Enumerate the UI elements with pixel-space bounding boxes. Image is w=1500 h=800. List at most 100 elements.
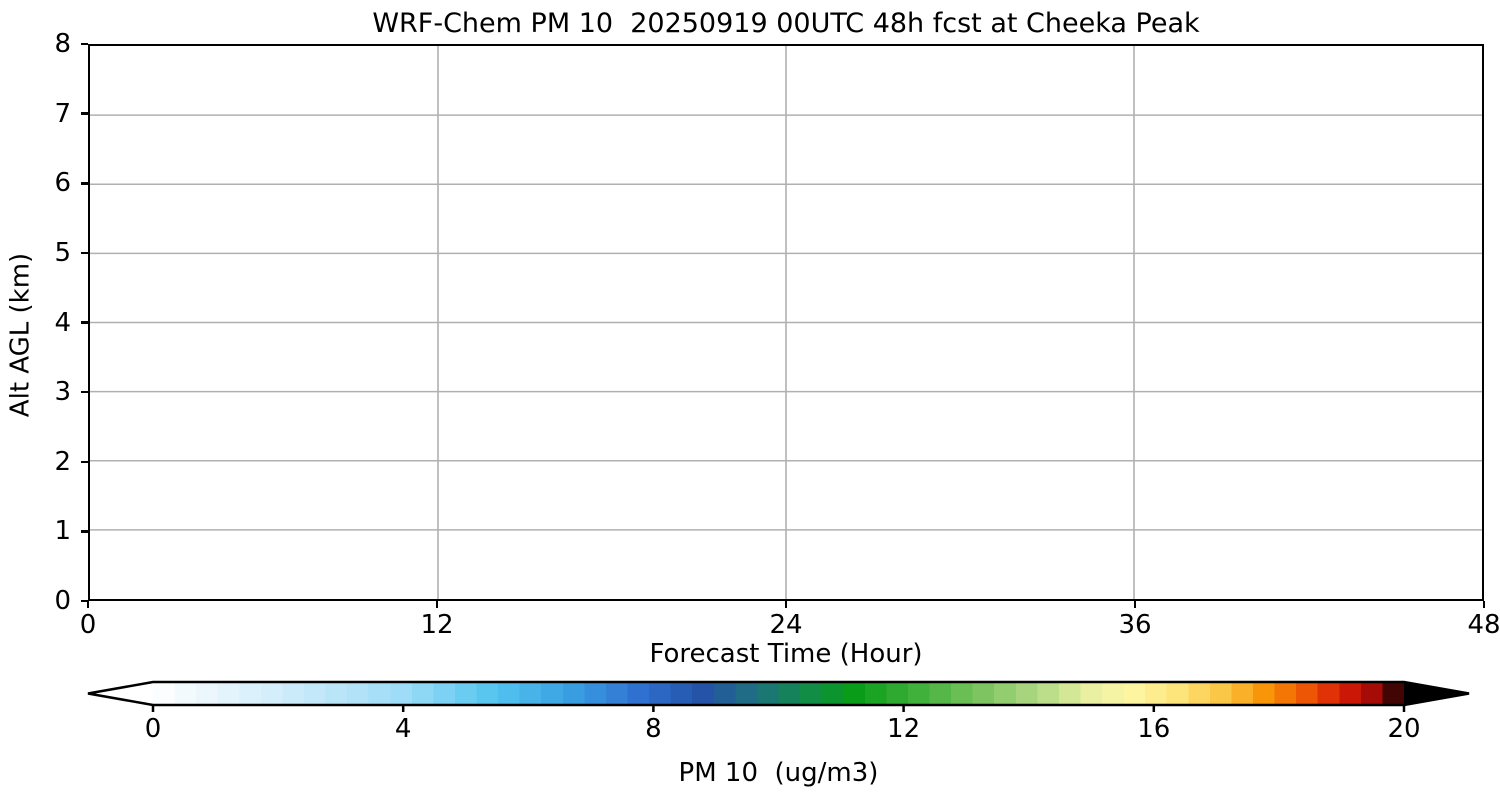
x-tick-mark: [435, 601, 439, 608]
colorbar-band: [1102, 682, 1125, 705]
colorbar-band: [1382, 682, 1405, 705]
colorbar-band: [562, 682, 585, 705]
colorbar-band: [994, 682, 1017, 705]
colorbar-band: [1058, 682, 1082, 705]
colorbar-band: [498, 682, 521, 705]
x-tick-label: 0: [79, 610, 97, 640]
colorbar-band: [1188, 682, 1211, 705]
colorbar-band: [886, 682, 909, 705]
y-tick-mark: [81, 182, 88, 185]
colorbar-band: [1360, 682, 1384, 705]
colorbar-band: [605, 682, 629, 705]
colorbar-band: [1296, 682, 1319, 705]
colorbar-band: [196, 682, 219, 705]
y-tick-label: 7: [54, 98, 71, 129]
colorbar-band: [778, 682, 801, 705]
y-tick-mark: [81, 460, 88, 463]
colorbar-band: [735, 682, 758, 705]
colorbar-tick-label: 0: [144, 714, 162, 744]
y-tick-mark: [81, 321, 88, 324]
colorbar-band: [627, 682, 650, 705]
y-tick-label: 0: [54, 586, 71, 616]
y-tick-mark: [81, 251, 88, 255]
colorbar-band: [347, 682, 370, 705]
colorbar-band: [260, 682, 284, 705]
y-tick-label: 4: [54, 307, 71, 338]
chart-title: WRF-Chem PM 10 20250919 00UTC 48h fcst a…: [372, 8, 1200, 39]
colorbar-band: [368, 682, 391, 705]
y-tick-label: 8: [54, 29, 71, 59]
colorbar-band: [929, 682, 952, 705]
colorbar-band: [1123, 682, 1146, 705]
colorbar-under-arrow: [88, 682, 153, 705]
y-tick-mark: [81, 42, 88, 46]
y-tick-label: 3: [54, 377, 71, 408]
colorbar-label: PM 10 (ug/m3): [678, 758, 879, 788]
colorbar-band: [174, 682, 197, 705]
colorbar-band: [1015, 682, 1038, 705]
x-tick-label: 24: [769, 610, 803, 640]
colorbar-band: [756, 682, 780, 705]
colorbar-band: [1231, 682, 1254, 705]
colorbar-tick-label: 8: [645, 714, 662, 744]
colorbar-band: [1274, 682, 1297, 705]
colorbar-band: [821, 682, 844, 705]
colorbar-tick-label: 4: [394, 714, 412, 744]
colorbar-band: [433, 682, 456, 705]
colorbar-band: [692, 682, 715, 705]
colorbar-band: [541, 682, 564, 705]
colorbar-band: [390, 682, 413, 705]
colorbar-band: [584, 682, 607, 705]
y-tick-mark: [81, 599, 88, 603]
x-tick-label: 48: [1467, 610, 1500, 640]
x-axis-label: Forecast Time (Hour): [649, 639, 923, 669]
colorbar-tick-label: 12: [887, 714, 921, 744]
plot-area: [88, 44, 1484, 601]
colorbar-tick-label: 20: [1387, 714, 1421, 744]
colorbar-band: [1166, 682, 1189, 705]
y-tick-mark: [81, 112, 88, 115]
colorbar-band: [1209, 682, 1233, 705]
colorbar-band: [951, 682, 974, 705]
colorbar-tick-label: 16: [1137, 714, 1171, 744]
x-tick-mark: [1133, 601, 1137, 608]
colorbar-band: [476, 682, 499, 705]
y-tick-mark: [81, 530, 88, 533]
colorbar-band: [325, 682, 348, 705]
colorbar-band: [843, 682, 866, 705]
colorbar-band: [153, 682, 176, 705]
y-tick-label: 1: [54, 516, 71, 547]
gridlines: [90, 46, 1482, 599]
colorbar-band: [239, 682, 262, 705]
colorbar-band: [217, 682, 240, 705]
colorbar-band: [1317, 682, 1340, 705]
colorbar-band: [1253, 682, 1276, 705]
x-tick-mark: [784, 601, 788, 608]
x-tick-mark: [86, 601, 90, 608]
colorbar-band: [670, 682, 693, 705]
y-tick-label: 6: [54, 168, 71, 199]
colorbar: PM 10 (ug/m3) 0 4 8 12 16 20: [0, 672, 1500, 800]
colorbar-band: [454, 682, 478, 705]
x-tick-mark: [1482, 601, 1486, 608]
colorbar-over-arrow: [1404, 682, 1469, 705]
colorbar-band: [864, 682, 887, 705]
colorbar-gradient: [87, 680, 1470, 712]
colorbar-band: [1145, 682, 1168, 705]
colorbar-band: [907, 682, 931, 705]
x-tick-label: 12: [420, 610, 454, 640]
y-tick-label: 2: [54, 446, 71, 477]
colorbar-band: [972, 682, 995, 705]
colorbar-band: [1339, 682, 1362, 705]
y-tick-mark: [81, 390, 88, 394]
y-tick-label: 5: [54, 237, 71, 268]
colorbar-band: [1037, 682, 1060, 705]
colorbar-band: [800, 682, 823, 705]
colorbar-band: [519, 682, 542, 705]
colorbar-band: [411, 682, 434, 705]
x-tick-label: 36: [1118, 610, 1152, 640]
colorbar-band: [713, 682, 736, 705]
colorbar-band: [649, 682, 672, 705]
colorbar-band: [282, 682, 305, 705]
